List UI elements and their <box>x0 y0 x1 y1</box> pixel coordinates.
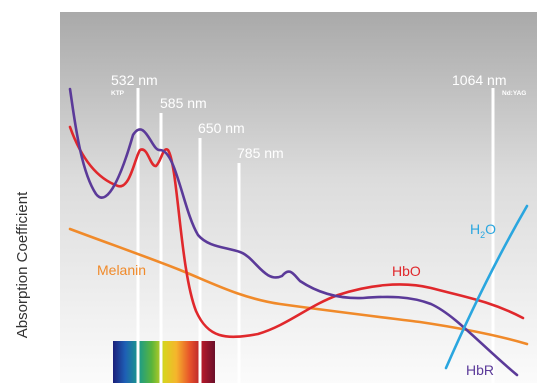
series-line-melanin <box>68 227 529 346</box>
series-label-h2o: H2O <box>470 221 496 240</box>
wavelength-marker-sublabel: KTP <box>111 90 125 97</box>
series-line-h2o <box>444 204 529 370</box>
wavelength-marker-label: 585 nm <box>160 95 207 111</box>
series-line-hbr <box>68 87 519 377</box>
y-axis-label: Absorption Coefficient <box>14 191 31 338</box>
wavelength-marker-sublabel: Nd:YAG <box>502 90 526 97</box>
series-line-hbo <box>68 125 525 339</box>
wavelength-marker-label: 785 nm <box>237 145 284 161</box>
series-label-melanin: Melanin <box>97 262 146 278</box>
wavelength-marker-label: 650 nm <box>198 120 245 136</box>
series-label-hbr: HbR <box>466 362 494 378</box>
wavelength-marker-label: 1064 nm <box>452 72 506 88</box>
wavelength-marker-label: 532 nm <box>111 72 158 88</box>
series-label-hbo: HbO <box>392 263 421 279</box>
visible-spectrum-bar <box>113 341 215 383</box>
